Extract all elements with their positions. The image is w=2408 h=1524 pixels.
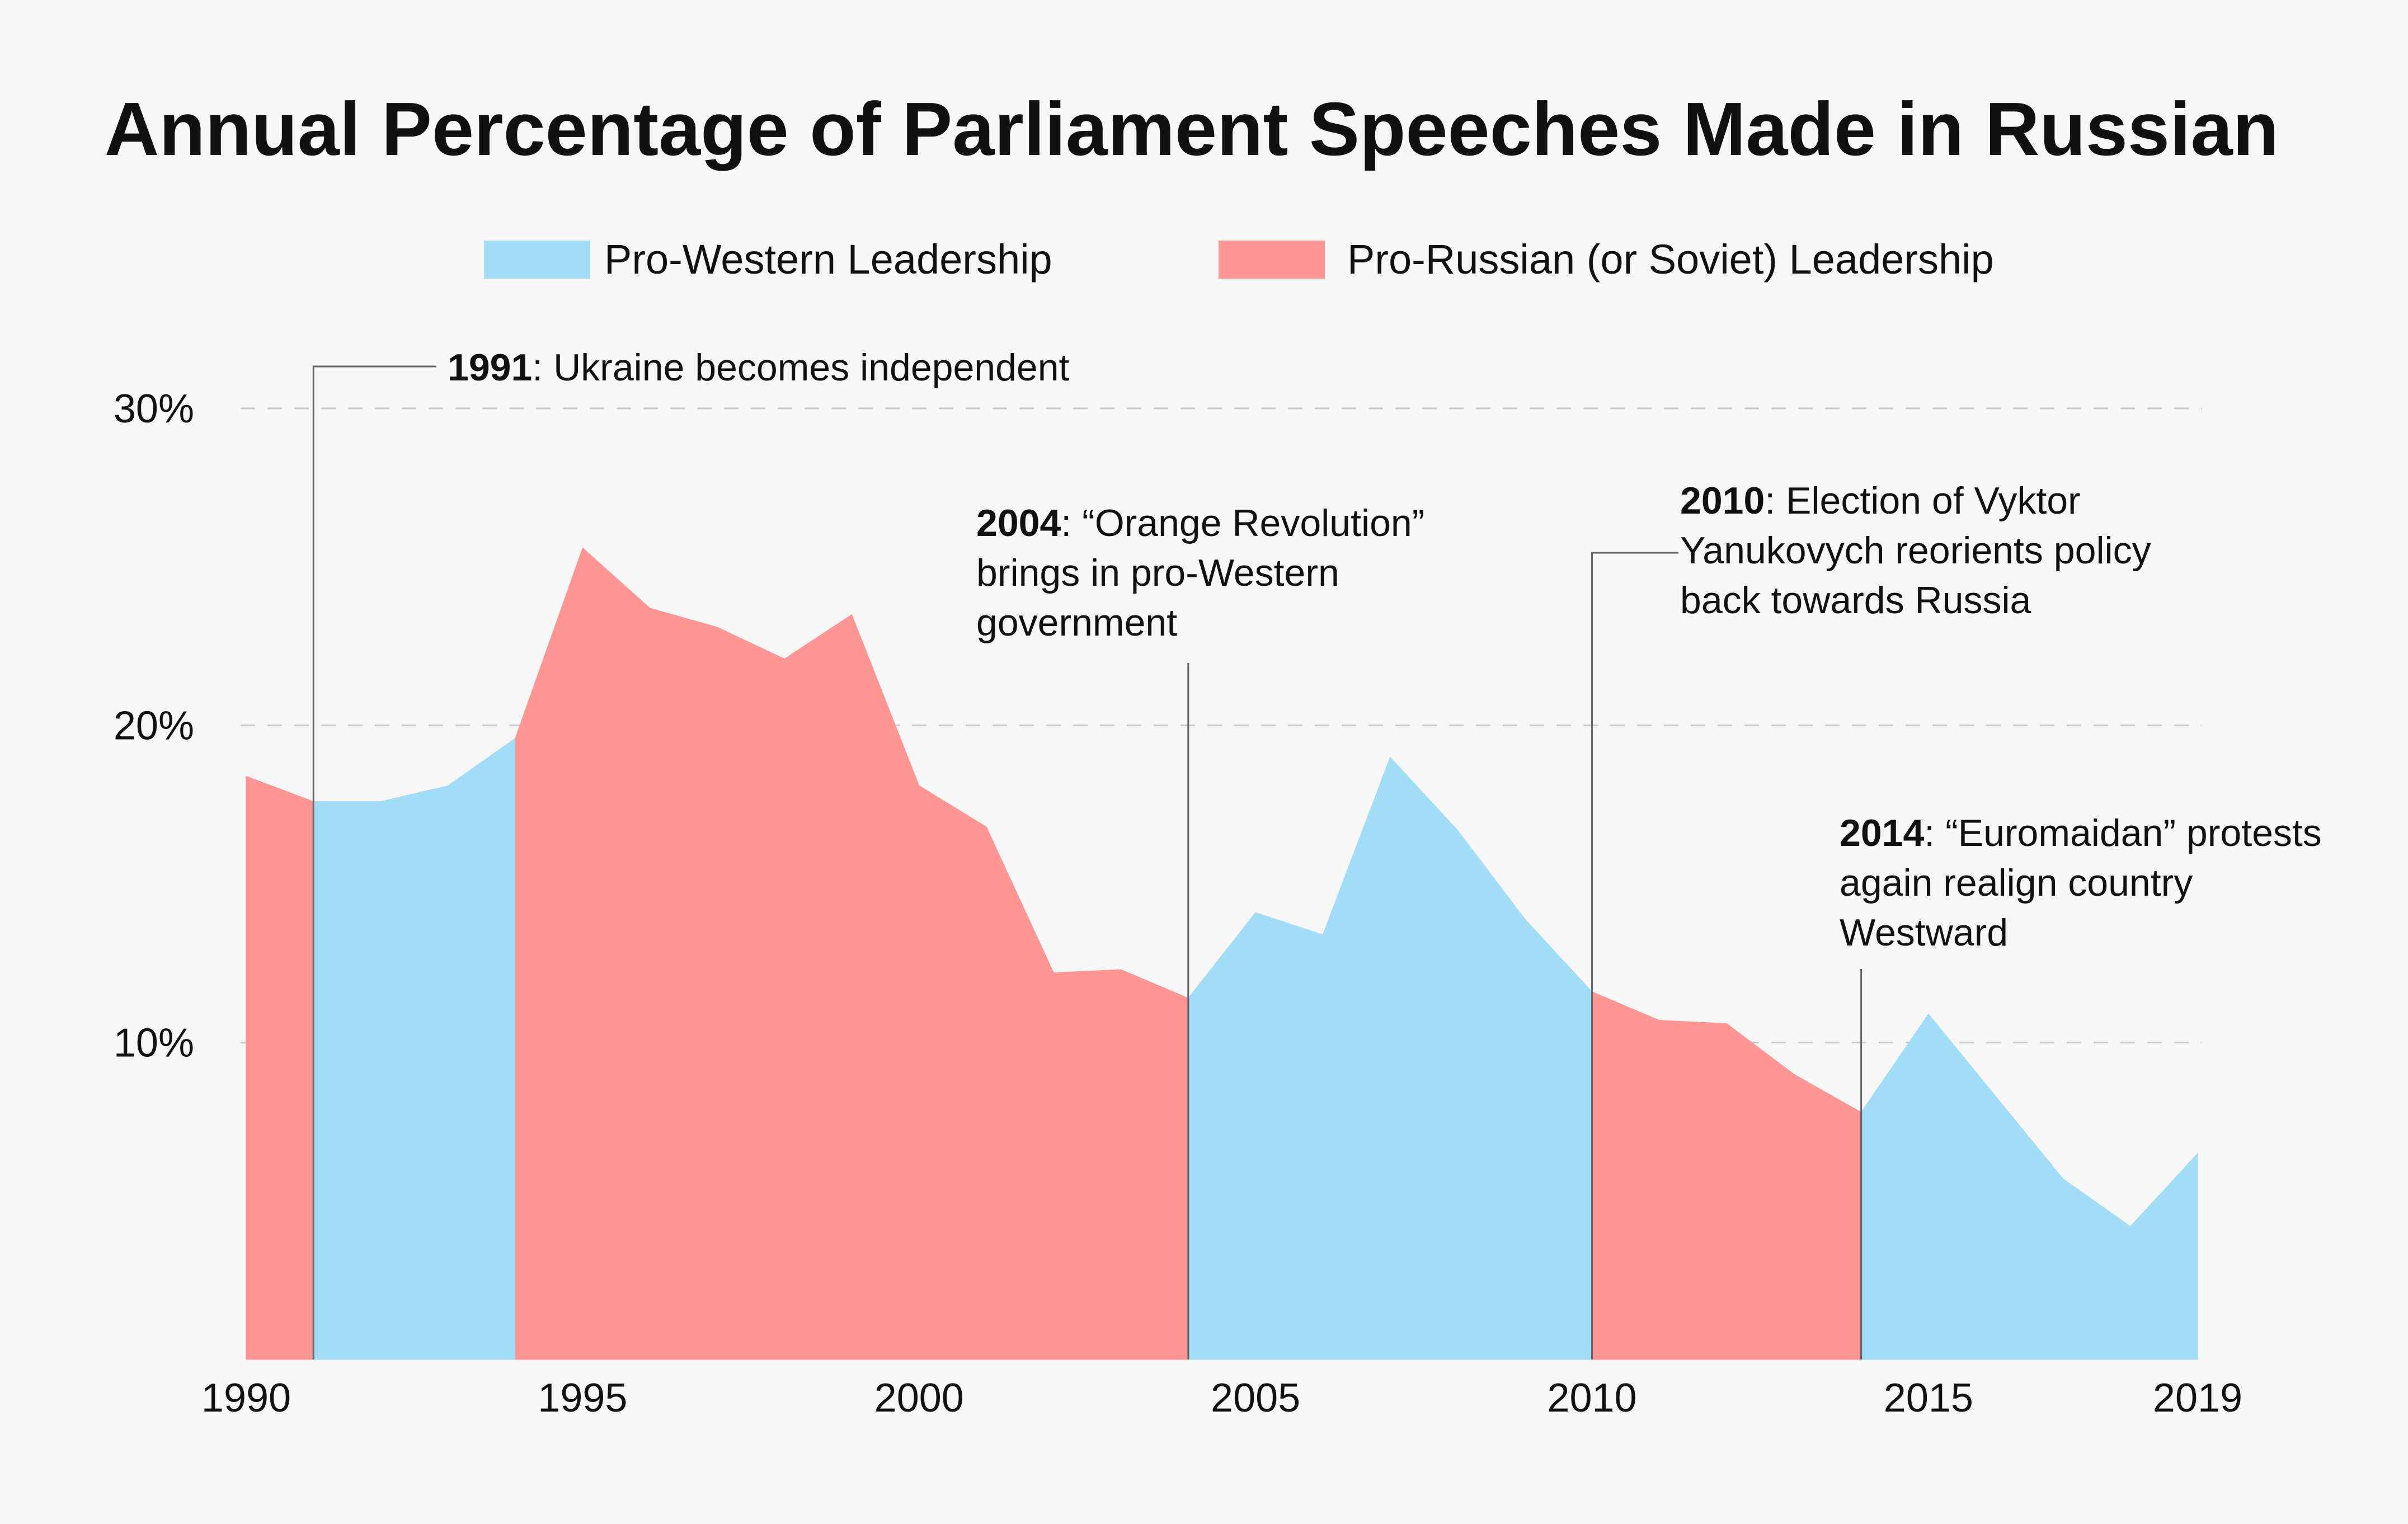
x-axis: 1990 1995 2000 2005 2010 2015 2019: [201, 1376, 2242, 1420]
annotation-line-2-0: : Election of Vyktor: [1765, 479, 2080, 522]
x-tick-label-1: 1995: [538, 1376, 627, 1420]
annotation-0: 1991: Ukraine becomes independent: [448, 346, 1070, 389]
legend: Pro-Western Leadership Pro-Russian (or So…: [484, 236, 1994, 283]
annotation-line-1-2: government: [976, 601, 1177, 644]
area-segment-4: [1592, 991, 1862, 1360]
annotation-line-0-0: : Ukraine becomes independent: [532, 346, 1069, 389]
x-tick-label-3: 2005: [1211, 1376, 1300, 1420]
x-tick-label-6: 2019: [2153, 1376, 2242, 1420]
annotation-line-1-1: brings in pro-Western: [976, 552, 1339, 594]
annotation-year-0: 1991: [448, 346, 532, 389]
annotation-2: 2010: Election of Vyktor Yanukovych reori…: [1680, 479, 2151, 622]
annotation-line-3-1: again realign country: [1840, 862, 2193, 904]
legend-label-1: Pro-Russian (or Soviet) Leadership: [1347, 236, 1994, 283]
area-series: [246, 547, 2198, 1360]
x-tick-label-2: 2000: [874, 1376, 964, 1420]
annotation-line-2-2: back towards Russia: [1680, 579, 2031, 622]
area-segment-1: [313, 737, 516, 1360]
legend-swatch-1: [1219, 241, 1325, 279]
annotation-line-3-2: Westward: [1840, 911, 2008, 954]
x-tick-label-4: 2010: [1547, 1376, 1636, 1420]
y-tick-label-1: 20%: [114, 704, 194, 749]
legend-swatch-0: [484, 241, 590, 279]
chart-title: Annual Percentage of Parliament Speeches…: [105, 87, 2279, 171]
y-tick-label-0: 10%: [114, 1020, 194, 1065]
area-segment-0: [246, 775, 314, 1360]
annotation-year-3: 2014: [1840, 812, 1924, 854]
annotation-year-1: 2004: [976, 502, 1061, 544]
y-axis: 10% 20% 30%: [114, 387, 194, 1065]
x-tick-label-5: 2015: [1884, 1376, 1973, 1420]
area-segment-3: [1188, 756, 1593, 1360]
y-tick-label-2: 30%: [114, 387, 194, 431]
area-segment-5: [1861, 1013, 2198, 1360]
annotation-line-2-1: Yanukovych reorients policy: [1680, 529, 2151, 572]
annotation-3: 2014: “Euromaidan” protests again realign…: [1840, 812, 2322, 954]
legend-label-0: Pro-Western Leadership: [604, 236, 1052, 283]
annotation-year-2: 2010: [1680, 479, 1765, 522]
annotation-line-3-0: : “Euromaidan” protests: [1924, 812, 2322, 854]
area-segment-2: [515, 547, 1189, 1360]
annotation-line-1-0: : “Orange Revolution”: [1061, 502, 1424, 544]
annotation-leader-0: [312, 365, 436, 1360]
x-tick-label-0: 1990: [201, 1376, 291, 1420]
annotation-leader-2: [1591, 552, 1678, 1360]
annotation-1: 2004: “Orange Revolution” brings in pro-W…: [976, 502, 1424, 644]
